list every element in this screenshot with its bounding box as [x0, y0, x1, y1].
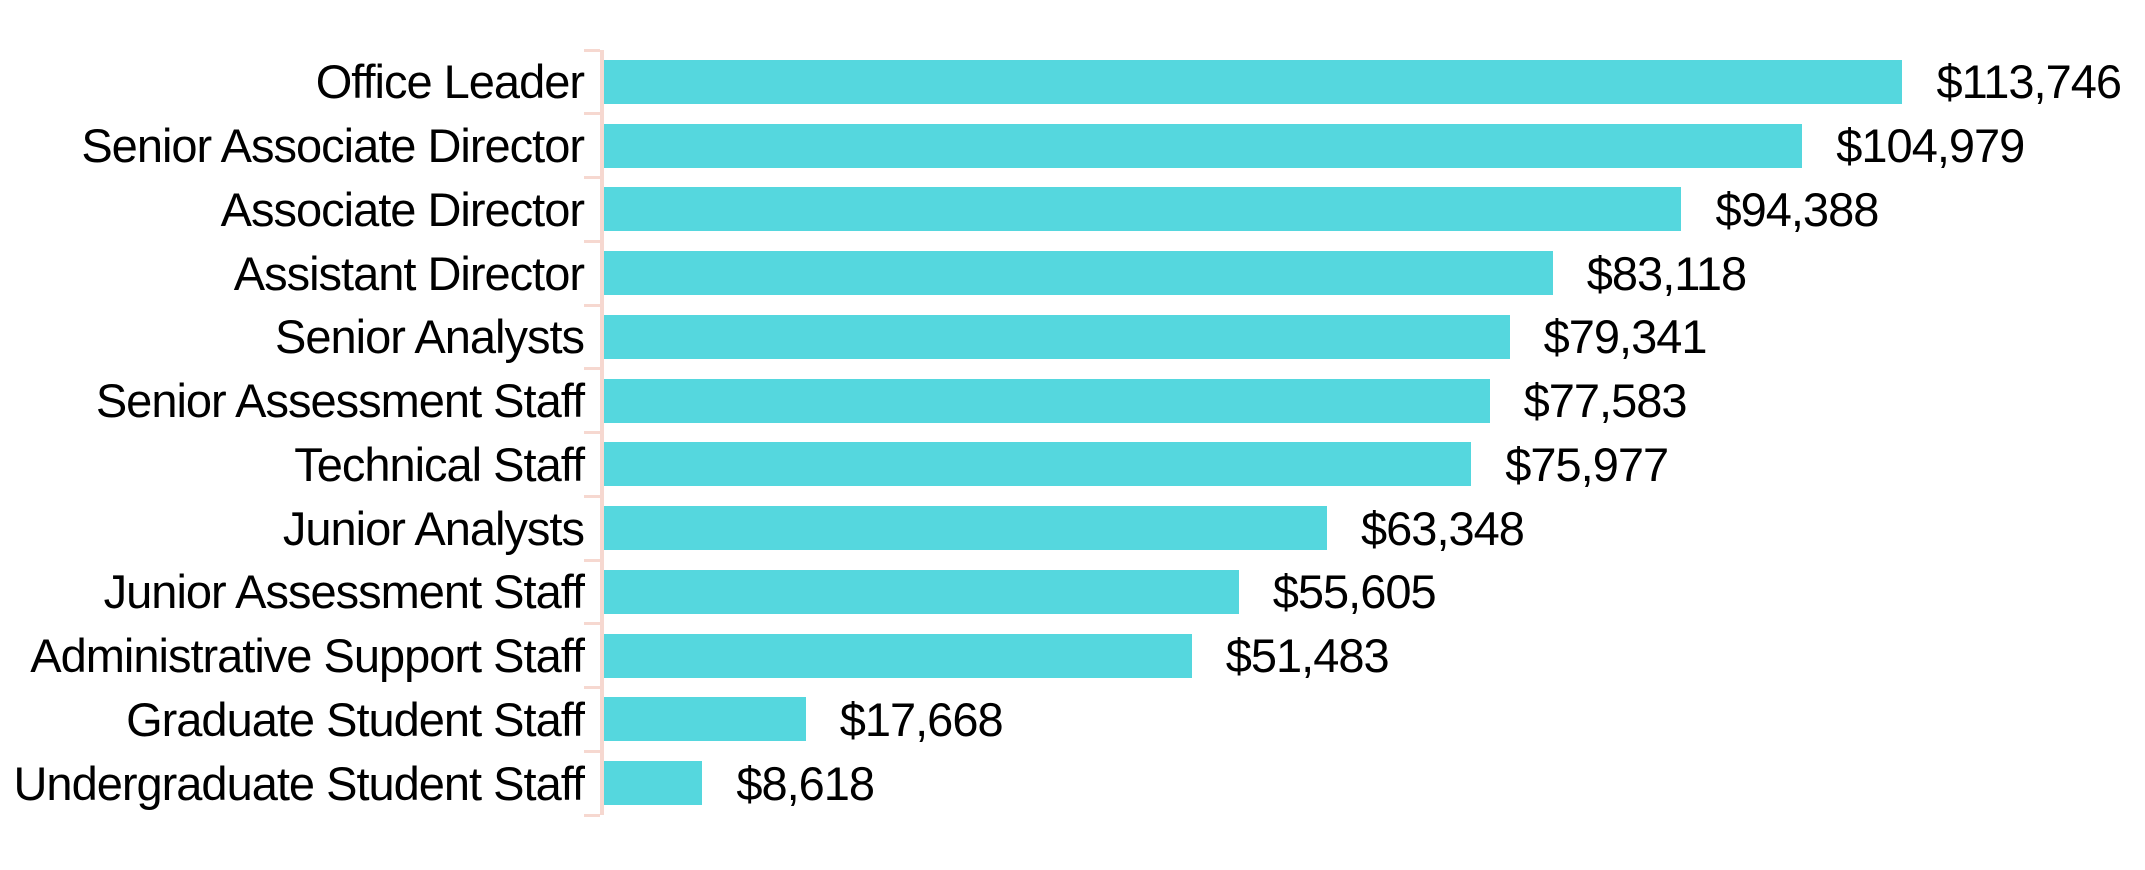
- plot-area: $51,483: [584, 622, 2145, 688]
- value-label: $83,118: [1586, 246, 1747, 300]
- bar-rows: Office Leader $113,746 Senior Associate …: [0, 48, 2145, 817]
- value-label: $79,341: [1543, 310, 1708, 364]
- chart-row: Assistant Director $83,118: [0, 239, 2145, 305]
- chart-row: Office Leader $113,746: [0, 48, 2145, 114]
- category-label: Administrative Support Staff: [30, 629, 585, 683]
- category-label: Technical Staff: [294, 437, 585, 491]
- chart-row: Junior Assessment Staff $55,605: [0, 558, 2145, 624]
- value-label: $77,583: [1523, 374, 1688, 428]
- category-label: Senior Analysts: [275, 310, 585, 364]
- plot-area: $55,605: [584, 558, 2145, 624]
- bar: [604, 506, 1328, 551]
- plot-area: $63,348: [584, 494, 2145, 560]
- chart-row: Administrative Support Staff $51,483: [0, 622, 2145, 688]
- value-label: $113,746: [1936, 55, 2122, 109]
- plot-area: $104,979: [584, 112, 2145, 178]
- category-label: Junior Assessment Staff: [103, 565, 585, 619]
- bar: [604, 442, 1472, 487]
- axis-tick: [584, 622, 600, 626]
- axis-tick: [584, 431, 600, 434]
- category-label: Senior Associate Director: [81, 119, 585, 173]
- value-label: $75,977: [1505, 437, 1669, 491]
- axis-tick: [584, 686, 600, 689]
- value-label: $63,348: [1361, 501, 1525, 555]
- value-label: $51,483: [1225, 629, 1390, 683]
- bar: [604, 378, 1490, 423]
- value-label: $104,979: [1836, 119, 2025, 173]
- plot-area: $8,618: [584, 749, 2145, 817]
- plot-area: $75,977: [584, 431, 2145, 497]
- value-label: $8,618: [736, 756, 875, 810]
- chart-row: Senior Assessment Staff $77,583: [0, 367, 2145, 433]
- bar: [604, 187, 1682, 232]
- plot-area: $77,583: [584, 367, 2145, 433]
- plot-area: $79,341: [584, 303, 2145, 369]
- axis-tick: [584, 303, 600, 307]
- bar: [604, 59, 1903, 104]
- axis-tick: [584, 367, 600, 371]
- axis-tick: [584, 558, 600, 562]
- chart-row: Senior Associate Director $104,979: [0, 112, 2145, 178]
- chart-row: Associate Director $94,388: [0, 176, 2145, 242]
- axis-tick: [584, 749, 600, 753]
- chart-row: Junior Analysts $63,348: [0, 494, 2145, 560]
- category-label: Associate Director: [220, 182, 585, 236]
- plot-area: $17,668: [584, 686, 2145, 752]
- axis-tick: [584, 112, 600, 116]
- axis-tick: [584, 813, 600, 817]
- chart-row: Technical Staff $75,977: [0, 431, 2145, 497]
- category-label: Senior Assessment Staff: [95, 374, 585, 428]
- bar: [604, 251, 1553, 296]
- bar: [604, 761, 703, 806]
- bar: [604, 569, 1239, 614]
- axis-tick: [584, 494, 600, 498]
- category-label: Graduate Student Staff: [126, 692, 585, 746]
- bar: [604, 314, 1510, 359]
- value-label: $55,605: [1272, 565, 1437, 619]
- plot-area: $83,118: [584, 239, 2145, 305]
- value-label: $94,388: [1715, 182, 1879, 236]
- chart-row: Graduate Student Staff $17,668: [0, 686, 2145, 752]
- chart-row: Senior Analysts $79,341: [0, 303, 2145, 369]
- chart-row: Undergraduate Student Staff $8,618: [0, 749, 2145, 817]
- category-label: Assistant Director: [233, 246, 585, 300]
- category-label: Undergraduate Student Staff: [13, 756, 585, 810]
- value-label: $17,668: [839, 692, 1004, 746]
- bar: [604, 123, 1803, 168]
- category-label: Junior Analysts: [282, 501, 585, 555]
- category-label: Office Leader: [315, 55, 585, 109]
- plot-area: $94,388: [584, 176, 2145, 242]
- axis-tick: [584, 176, 600, 179]
- axis-tick: [584, 48, 600, 52]
- axis-tick: [584, 239, 600, 243]
- plot-area: $113,746: [584, 48, 2145, 114]
- bar: [604, 697, 806, 742]
- bar: [604, 633, 1192, 678]
